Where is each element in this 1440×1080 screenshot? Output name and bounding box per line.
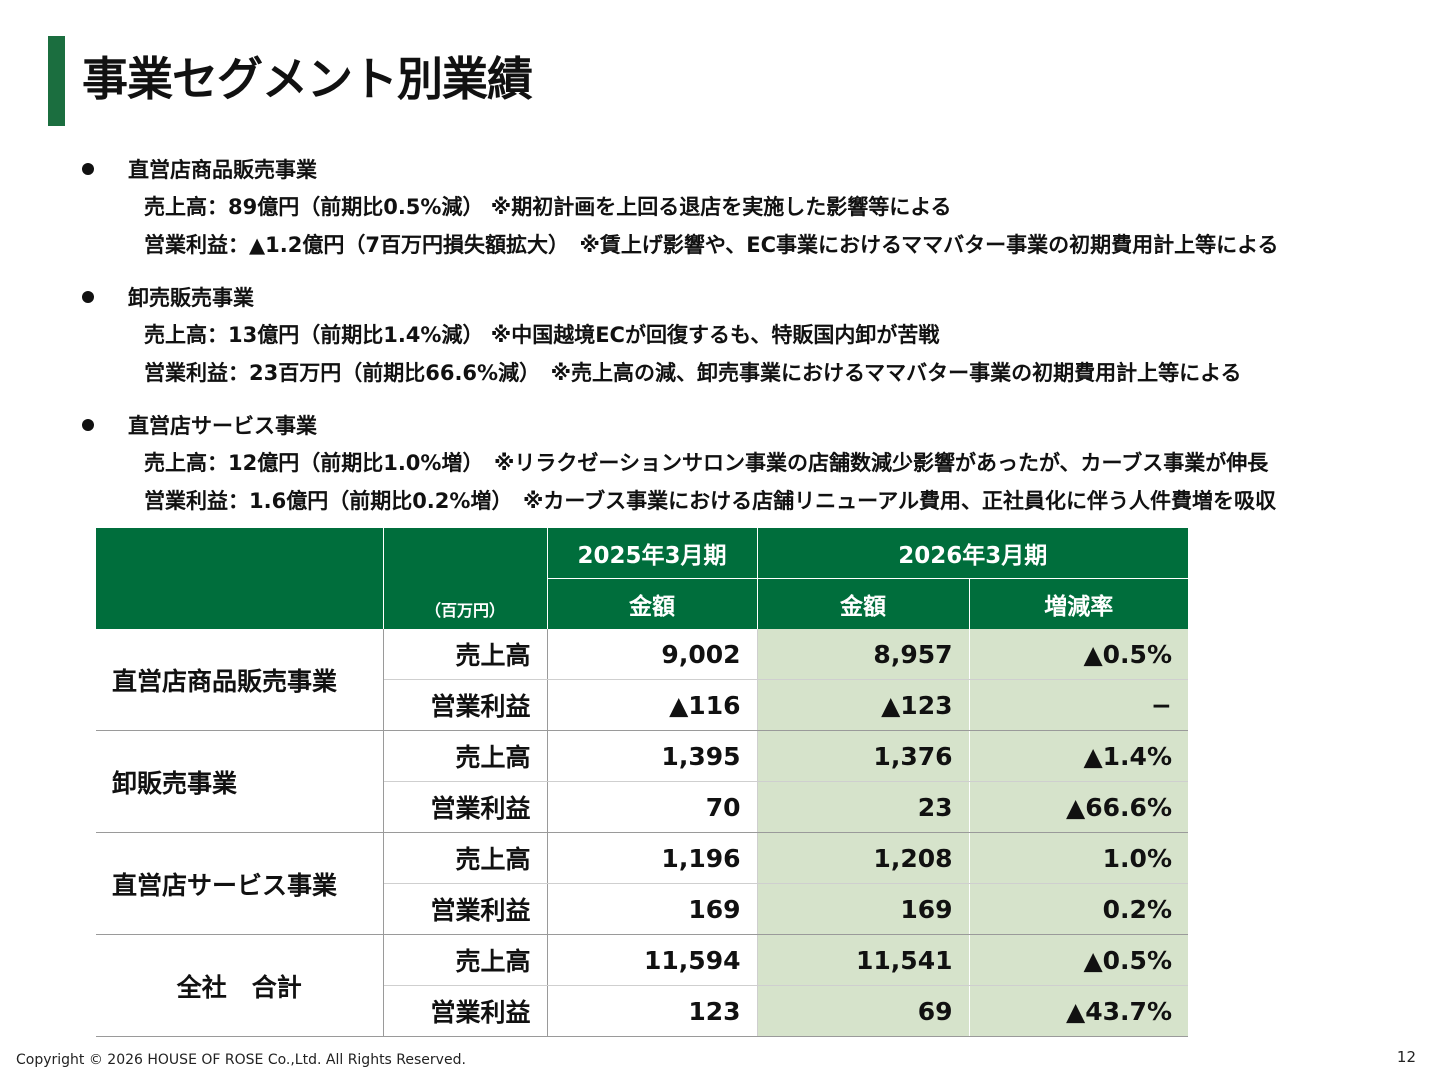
page-number: 12 <box>1396 1048 1416 1066</box>
value-rate: ▲43.7% <box>969 985 1188 1037</box>
value-curr: 69 <box>757 985 970 1037</box>
value-curr: ▲123 <box>757 679 970 731</box>
metric-label: 営業利益 <box>383 781 548 833</box>
segment-profit-line: 営業利益：23百万円（前期比66.6%減） ※売上高の減、卸売事業におけるママバ… <box>144 361 1242 385</box>
value-prev: 9,002 <box>547 629 758 680</box>
segment-profit-line: 営業利益：1.6億円（前期比0.2%増） ※カーブス事業における店舗リニューアル… <box>144 489 1277 513</box>
segment-cell: 直営店サービス事業 <box>96 832 384 935</box>
value-prev: 1,395 <box>547 730 758 782</box>
table-row: 営業利益 ▲116 ▲123 − <box>96 679 1188 731</box>
table-row: 営業利益 123 69 ▲43.7% <box>96 985 1188 1037</box>
value-rate: 0.2% <box>969 883 1188 935</box>
segment-summary-list: 直営店商品販売事業 売上高：89億円（前期比0.5%減） ※期初計画を上回る退店… <box>78 150 1418 534</box>
table-row: 直営店商品販売事業 売上高 9,002 8,957 ▲0.5% <box>96 629 1188 731</box>
table-row: 直営店サービス事業 売上高 1,196 1,208 1.0% <box>96 832 1188 935</box>
value-curr: 11,541 <box>757 934 970 986</box>
segment-heading: 卸売販売事業 <box>78 278 1418 316</box>
unit-label: （百万円） <box>382 528 547 629</box>
segment-sales-line: 売上高：12億円（前期比1.0%増） ※リラクゼーションサロン事業の店舗数減少影… <box>144 451 1269 475</box>
value-prev: 123 <box>547 985 758 1037</box>
value-prev: 70 <box>547 781 758 833</box>
value-prev: 169 <box>547 883 758 935</box>
bullet-icon <box>82 419 94 431</box>
table-row: 営業利益 70 23 ▲66.6% <box>96 781 1188 833</box>
value-curr: 1,376 <box>757 730 970 782</box>
segment-results-table: （百万円） 2025年3月期 2026年3月期 金額 金額 増減率 直営店商品販… <box>96 528 1188 1037</box>
segment-name: 卸売販売事業 <box>128 286 254 310</box>
segment-heading: 直営店サービス事業 <box>78 406 1418 444</box>
bullet-icon <box>82 163 94 175</box>
segment-summary: 卸売販売事業 売上高：13億円（前期比1.4%減） ※中国越境ECが回復するも、… <box>78 278 1418 392</box>
copyright-footer: Copyright © 2026 HOUSE OF ROSE Co.,Ltd. … <box>16 1052 466 1068</box>
segment-name: 直営店商品販売事業 <box>128 158 317 182</box>
header-period-curr: 2026年3月期 <box>756 528 1188 579</box>
header-amount-curr: 金額 <box>756 578 969 629</box>
title-accent-bar <box>48 36 65 126</box>
value-rate: ▲66.6% <box>969 781 1188 833</box>
value-prev: 1,196 <box>547 832 758 884</box>
segment-cell-total: 全社 合計 <box>96 934 384 1037</box>
table-row: 全社 合計 売上高 11,594 11,541 ▲0.5% <box>96 934 1188 1037</box>
value-rate: 1.0% <box>969 832 1188 884</box>
value-rate: ▲0.5% <box>969 629 1188 680</box>
segment-sales-line: 売上高：13億円（前期比1.4%減） ※中国越境ECが回復するも、特販国内卸が苦… <box>144 323 940 347</box>
value-prev: ▲116 <box>547 679 758 731</box>
header-blank-cell <box>96 528 383 629</box>
table-row: 卸販売事業 売上高 1,395 1,376 ▲1.4% <box>96 730 1188 833</box>
segment-profit-line: 営業利益：▲1.2億円（7百万円損失額拡大） ※賃上げ影響や、EC事業におけるマ… <box>144 233 1279 257</box>
value-rate: ▲0.5% <box>969 934 1188 986</box>
metric-label: 営業利益 <box>383 985 548 1037</box>
segment-cell: 直営店商品販売事業 <box>96 629 384 731</box>
metric-label: 売上高 <box>383 934 548 986</box>
metric-label: 営業利益 <box>383 679 548 731</box>
segment-sales-line: 売上高：89億円（前期比0.5%減） ※期初計画を上回る退店を実施した影響等によ… <box>144 195 952 219</box>
segment-name: 直営店サービス事業 <box>128 414 317 438</box>
value-rate: ▲1.4% <box>969 730 1188 782</box>
value-rate: − <box>969 679 1188 731</box>
value-curr: 8,957 <box>757 629 970 680</box>
segment-heading: 直営店商品販売事業 <box>78 150 1418 188</box>
metric-label: 営業利益 <box>383 883 548 935</box>
page-title: 事業セグメント別業績 <box>82 52 533 106</box>
value-prev: 11,594 <box>547 934 758 986</box>
value-curr: 169 <box>757 883 970 935</box>
metric-label: 売上高 <box>383 629 548 680</box>
segment-summary: 直営店サービス事業 売上高：12億円（前期比1.0%増） ※リラクゼーションサロ… <box>78 406 1418 520</box>
segment-cell: 卸販売事業 <box>96 730 384 833</box>
header-amount-prev: 金額 <box>546 578 757 629</box>
value-curr: 1,208 <box>757 832 970 884</box>
table-row: 営業利益 169 169 0.2% <box>96 883 1188 935</box>
segment-summary: 直営店商品販売事業 売上高：89億円（前期比0.5%減） ※期初計画を上回る退店… <box>78 150 1418 264</box>
header-period-prev: 2025年3月期 <box>546 528 757 579</box>
metric-label: 売上高 <box>383 832 548 884</box>
value-curr: 23 <box>757 781 970 833</box>
bullet-icon <box>82 291 94 303</box>
header-change-rate: 増減率 <box>968 578 1188 629</box>
metric-label: 売上高 <box>383 730 548 782</box>
